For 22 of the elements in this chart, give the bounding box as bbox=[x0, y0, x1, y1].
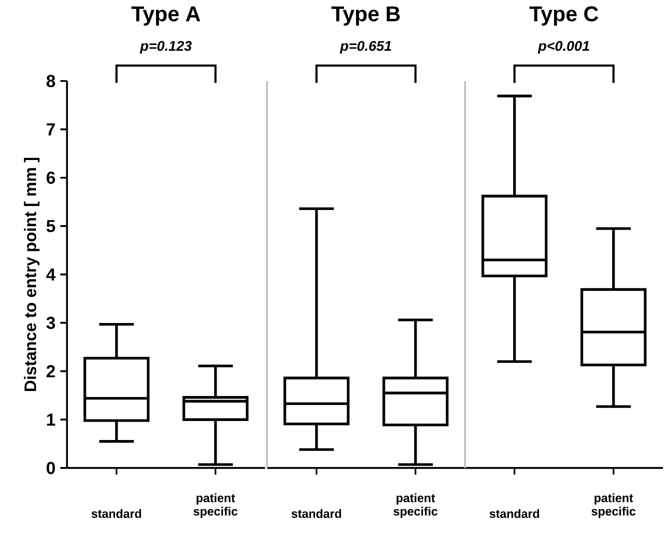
x-tick-label: standard bbox=[490, 509, 540, 518]
x-tick-label: patient specific bbox=[592, 493, 636, 518]
y-tick-label: 4 bbox=[46, 268, 56, 280]
y-axis-title: Distance to entry point [ mm ] bbox=[24, 158, 40, 391]
chart-title: Type A bbox=[131, 6, 200, 26]
y-tick-label: 6 bbox=[46, 172, 55, 184]
y-tick-label: 3 bbox=[46, 316, 55, 330]
text: p=0.651 bbox=[340, 40, 392, 54]
x-tick-label: standard bbox=[292, 509, 342, 518]
x-tick-label: patient specific bbox=[394, 493, 438, 518]
chart-title: Type C bbox=[529, 6, 598, 26]
y-tick-label: 8 bbox=[46, 74, 56, 88]
x-tick-label: patient specific bbox=[194, 493, 238, 518]
y-tick-label: 2 bbox=[46, 365, 55, 378]
y-tick-label: 1 bbox=[47, 414, 56, 426]
text: p<0.001 bbox=[538, 40, 590, 54]
y-tick-label: 0 bbox=[46, 462, 55, 474]
chart-title: Type B bbox=[331, 6, 400, 26]
y-tick-label: 5 bbox=[46, 220, 56, 232]
y-tick-label: 7 bbox=[46, 123, 55, 136]
text: p=0.123 bbox=[140, 40, 192, 54]
x-tick-label: standard bbox=[92, 509, 142, 518]
